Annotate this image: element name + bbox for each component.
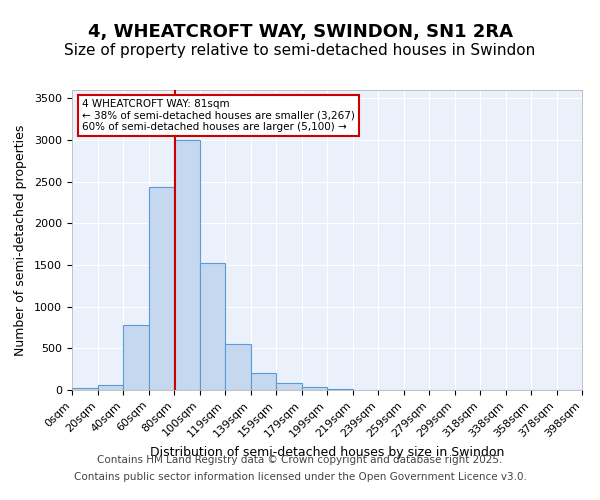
Bar <box>302 387 327 390</box>
Bar <box>327 389 353 390</box>
Bar <box>123 325 149 390</box>
Text: Contains public sector information licensed under the Open Government Licence v3: Contains public sector information licen… <box>74 472 526 482</box>
Bar <box>199 264 225 390</box>
Bar <box>149 186 174 390</box>
Bar <box>225 344 251 390</box>
Text: Size of property relative to semi-detached houses in Swindon: Size of property relative to semi-detach… <box>64 42 536 58</box>
Bar <box>72 388 97 390</box>
Text: 4 WHEATCROFT WAY: 81sqm
← 38% of semi-detached houses are smaller (3,267)
60% of: 4 WHEATCROFT WAY: 81sqm ← 38% of semi-de… <box>82 99 355 132</box>
Text: 4, WHEATCROFT WAY, SWINDON, SN1 2RA: 4, WHEATCROFT WAY, SWINDON, SN1 2RA <box>88 22 512 40</box>
Y-axis label: Number of semi-detached properties: Number of semi-detached properties <box>14 124 27 356</box>
Text: Contains HM Land Registry data © Crown copyright and database right 2025.: Contains HM Land Registry data © Crown c… <box>97 455 503 465</box>
Bar <box>97 385 123 390</box>
Bar <box>276 382 302 390</box>
Bar <box>251 374 276 390</box>
X-axis label: Distribution of semi-detached houses by size in Swindon: Distribution of semi-detached houses by … <box>150 446 504 458</box>
Bar <box>174 140 199 390</box>
